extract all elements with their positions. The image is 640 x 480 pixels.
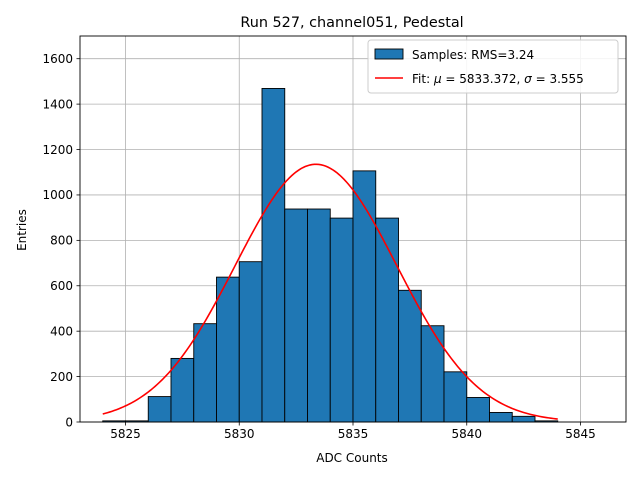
- y-tick-label: 800: [50, 234, 73, 248]
- y-tick-label: 1400: [42, 97, 73, 111]
- x-tick-label: 5840: [451, 427, 482, 441]
- legend-box: [367, 39, 619, 94]
- y-tick-label: 1200: [42, 143, 73, 157]
- histogram-bar: [352, 170, 377, 423]
- histogram-bar: [398, 289, 422, 423]
- legend-fit-label: Fit: μ = 5833.372, σ = 3.555: [412, 72, 584, 86]
- histogram-bar: [511, 415, 536, 423]
- legend-samples-patch: [374, 48, 404, 60]
- x-axis-ticks: 5825 5830 5835 5840 5845: [110, 422, 596, 441]
- histogram-bar: [489, 412, 513, 423]
- chart-title: Run 527, channel051, Pedestal: [240, 15, 463, 31]
- histogram-bar: [420, 325, 445, 423]
- legend-fit-prefix: Fit:: [412, 72, 434, 86]
- y-tick-label: 200: [50, 370, 73, 384]
- histogram-bar: [147, 396, 172, 423]
- legend-fit-sigma-value: = 3.555: [532, 72, 584, 86]
- x-tick-label: 5835: [338, 427, 369, 441]
- histogram-bar: [261, 88, 286, 423]
- y-tick-label: 600: [50, 279, 73, 293]
- legend: Samples: RMS=3.24 Fit: μ = 5833.372, σ =…: [367, 39, 619, 94]
- histogram-bar: [238, 261, 263, 423]
- histogram-bar: [216, 276, 240, 423]
- histogram-bar: [284, 208, 308, 423]
- y-tick-label: 400: [50, 324, 73, 338]
- gaussian-fit-curve: [102, 163, 558, 420]
- histogram-bars: [102, 88, 559, 423]
- legend-fit-mu-value: = 5833.372,: [442, 72, 525, 86]
- x-tick-label: 5825: [110, 427, 141, 441]
- legend-fit-mu-symbol: μ: [433, 72, 442, 86]
- y-tick-label: 0: [65, 415, 73, 429]
- y-tick-label: 1600: [42, 52, 73, 66]
- histogram-bar: [329, 217, 354, 423]
- legend-fit-sigma-symbol: σ: [524, 72, 532, 86]
- x-tick-label: 5830: [224, 427, 255, 441]
- x-tick-label: 5845: [565, 427, 596, 441]
- histogram-bar: [443, 371, 468, 423]
- y-axis-ticks: 0 200 400 600 800 1000 1200 1400 1600: [42, 52, 80, 429]
- y-tick-label: 1000: [42, 188, 73, 202]
- x-axis-label: ADC Counts: [316, 451, 388, 465]
- histogram-bar: [307, 208, 331, 423]
- y-axis-label: Entries: [15, 209, 29, 251]
- histogram-bar: [466, 397, 490, 423]
- histogram-bar: [170, 357, 195, 423]
- legend-samples-label: Samples: RMS=3.24: [412, 48, 534, 62]
- histogram-bar: [193, 323, 217, 423]
